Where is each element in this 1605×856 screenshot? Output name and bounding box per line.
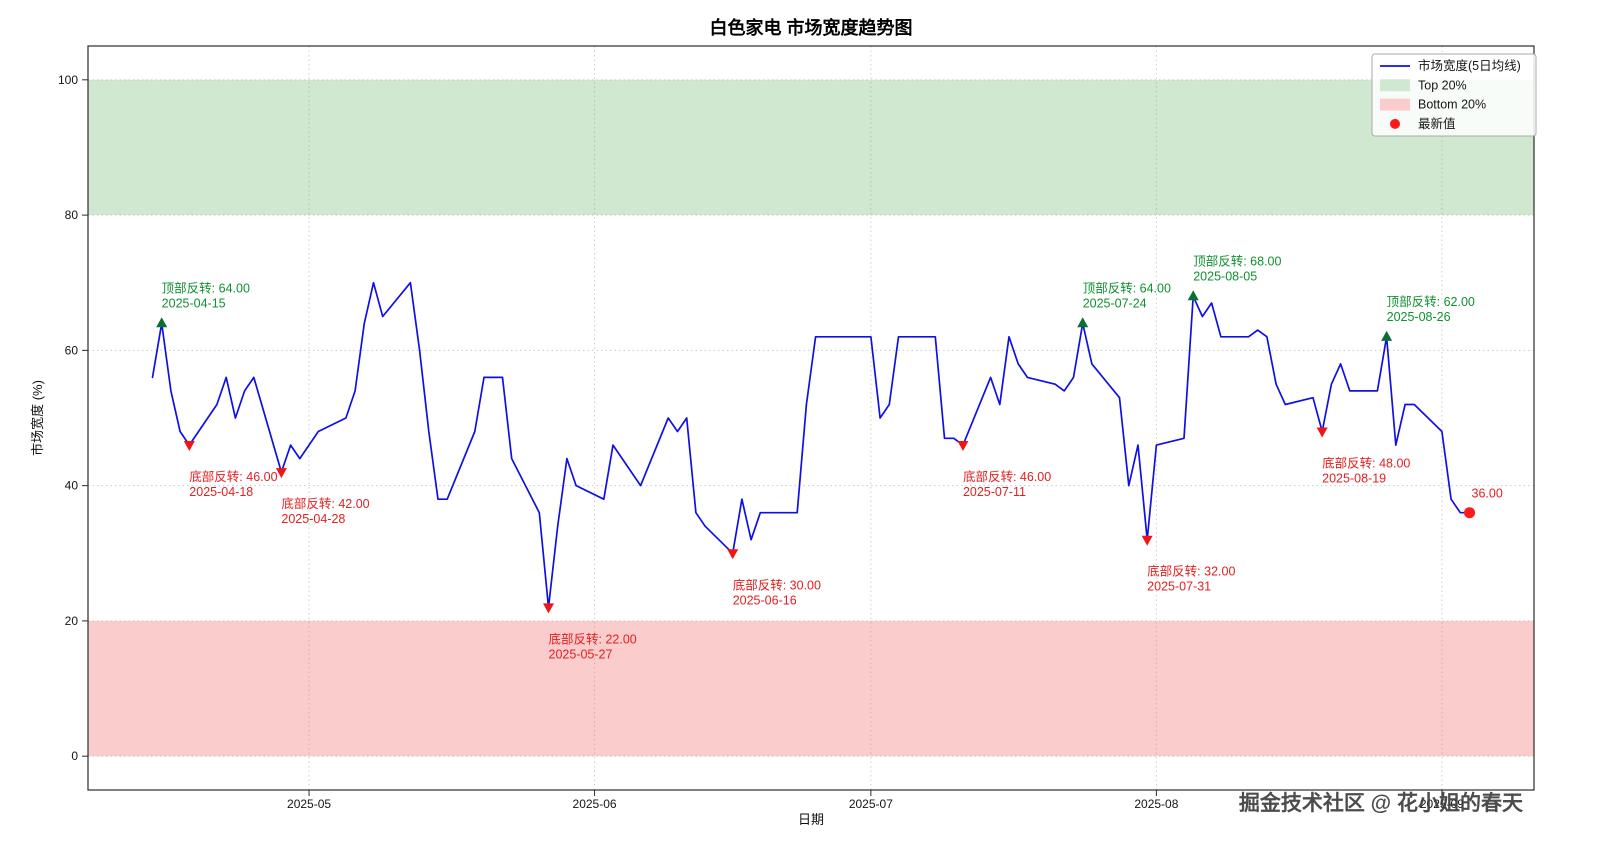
latest-value-dot (1464, 507, 1476, 519)
y-tick-label: 80 (65, 208, 79, 222)
y-tick-label: 20 (65, 614, 79, 628)
latest-value-label: 36.00 (1472, 487, 1503, 501)
y-axis-label: 市场宽度 (%) (30, 380, 45, 456)
annotation-label: 底部反转: 48.00 (1322, 456, 1410, 471)
legend-item-label: 市场宽度(5日均线) (1418, 58, 1521, 73)
legend-box (1371, 53, 1537, 137)
bottom-reversal-marker (183, 441, 195, 452)
market-breadth-line (151, 281, 1471, 609)
annotation-label: 底部反转: 30.00 (733, 577, 821, 592)
annotation-date: 2025-06-16 (733, 593, 797, 607)
top-reversal-marker (1077, 317, 1089, 328)
annotation-date: 2025-05-27 (549, 647, 613, 661)
shaded-bands (88, 79, 1534, 757)
annotation-date: 2025-04-18 (189, 485, 253, 499)
legend-item-label: Top 20% (1418, 78, 1467, 92)
annotation-date: 2025-07-31 (1147, 580, 1211, 594)
top-reversal-marker (156, 317, 168, 328)
annotation-label: 顶部反转: 62.00 (1387, 294, 1475, 309)
annotation-date: 2025-07-24 (1083, 296, 1147, 310)
annotation-label: 底部反转: 22.00 (549, 631, 637, 646)
series-layer (151, 281, 1471, 609)
top-reversal-marker (1187, 290, 1199, 301)
legend: 市场宽度(5日均线) Top 20% Bottom 20% 最新值 (1371, 53, 1537, 137)
plot-frame (87, 45, 1535, 791)
annotation-label: 底部反转: 46.00 (963, 469, 1051, 484)
bottom-reversal-marker (1316, 427, 1328, 438)
bottom-reversal-marker (275, 468, 287, 479)
legend-patch-swatch (1380, 98, 1410, 111)
y-tick-label: 100 (58, 73, 78, 87)
y-tick-label: 40 (65, 479, 79, 493)
x-tick-label: 2025-08 (1134, 797, 1178, 811)
annotation-label: 顶部反转: 68.00 (1193, 253, 1281, 268)
y-tick-label: 0 (71, 749, 78, 763)
annotation-label: 底部反转: 32.00 (1147, 564, 1235, 579)
bottom-band (88, 620, 1534, 757)
annotation-date: 2025-04-28 (281, 512, 345, 526)
x-axis-label: 日期 (798, 812, 824, 827)
chart-title: 白色家电 市场宽度趋势图 (710, 17, 913, 38)
bottom-reversal-marker (543, 603, 555, 614)
legend-patch-swatch (1380, 79, 1410, 92)
annotation-label: 底部反转: 46.00 (189, 469, 277, 484)
legend-item-label: 最新值 (1418, 116, 1456, 131)
x-tick-label: 2025-07 (849, 797, 893, 811)
annotation-date: 2025-08-05 (1193, 269, 1257, 283)
y-tick-label: 60 (65, 343, 79, 357)
top-band (88, 79, 1534, 216)
x-tick-label: 2025-05 (287, 797, 331, 811)
legend-item-label: Bottom 20% (1418, 98, 1486, 112)
top-reversal-marker (1381, 330, 1393, 341)
bottom-reversal-marker (957, 441, 969, 452)
bottom-reversal-marker (1141, 535, 1153, 546)
x-tick-label: 2025-06 (573, 797, 617, 811)
annotation-label: 底部反转: 42.00 (281, 496, 369, 511)
watermark: 掘金技术社区 @ 花小姐的春天 (1239, 791, 1524, 815)
annotation-label: 顶部反转: 64.00 (162, 280, 250, 295)
annotation-label: 顶部反转: 64.00 (1083, 280, 1171, 295)
annotation-date: 2025-08-26 (1387, 310, 1451, 324)
annotation-date: 2025-07-11 (963, 485, 1026, 499)
annotation-date: 2025-04-15 (162, 296, 226, 310)
bottom-reversal-marker (727, 549, 739, 560)
x-tick-label: 2025-09 (1420, 797, 1464, 811)
axis-ticks: 0 20 40 60 80 100 2025-05 2025-06 2025-07 2025-08… (58, 73, 1464, 811)
legend-dot-swatch (1390, 118, 1400, 129)
annotation-date: 2025-08-19 (1322, 472, 1386, 486)
